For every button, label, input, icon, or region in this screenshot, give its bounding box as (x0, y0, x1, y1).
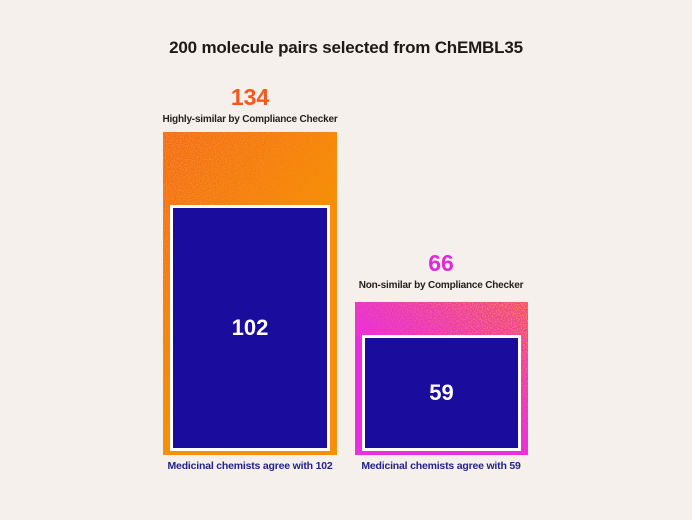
bar-value-non-similar: 66 (428, 250, 454, 276)
chart-title: 200 molecule pairs selected from ChEMBL3… (169, 38, 523, 57)
bar-label-highly-similar: Highly-similar by Compliance Checker (162, 114, 338, 125)
footer-label-non-similar: Medicinal chemists agree with 59 (361, 460, 521, 472)
inner-box-agree-102: 102 (170, 205, 330, 451)
inner-value-59: 59 (429, 380, 454, 405)
inner-box-agree-59: 59 (362, 335, 521, 451)
bar-label-non-similar: Non-similar by Compliance Checker (358, 280, 524, 291)
bar-non-similar: 59 (355, 302, 528, 455)
footer-label-highly-similar: Medicinal chemists agree with 102 (167, 460, 333, 472)
bar-value-highly-similar: 134 (230, 84, 270, 110)
inner-value-102: 102 (231, 315, 269, 340)
bar-highly-similar: 102 (163, 132, 337, 455)
